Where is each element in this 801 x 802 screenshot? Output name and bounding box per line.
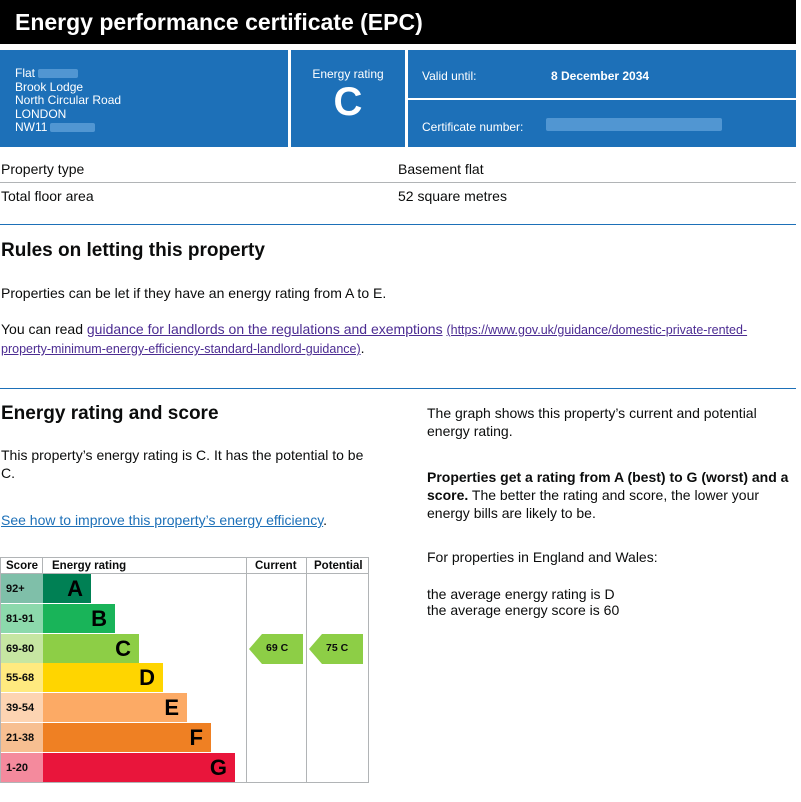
average-rating: the average energy rating is D	[427, 586, 615, 602]
band-row-b: 81-91 B	[1, 603, 115, 633]
guidance-prefix: You can read	[1, 321, 87, 337]
band-score: 39-54	[6, 702, 35, 715]
band-row-d: 55-68 D	[1, 663, 163, 693]
energy-rating-value: C	[333, 80, 363, 124]
guidance-url-a[interactable]: (https://www.gov.uk/guidance/domestic-pr…	[446, 323, 748, 337]
band-bar-d: D	[43, 663, 163, 693]
rating-explanation-rest: The better the rating and score, the low…	[427, 487, 760, 521]
band-score: 21-38	[6, 732, 35, 744]
current-header: Current	[255, 560, 297, 572]
band-score: 55-68	[6, 672, 35, 685]
band-score: 69-80	[6, 642, 35, 655]
band-score: 1-20	[6, 761, 29, 774]
current-rating-arrow-shape	[249, 633, 303, 664]
floor-area-value: 52 square metres	[398, 188, 507, 204]
address-line-4: LONDON	[15, 106, 67, 121]
page-title: Energy performance certificate (EPC)	[0, 0, 796, 44]
band-letter: A	[67, 576, 83, 601]
guidance-url-b[interactable]: property-minimum-energy-efficiency-stand…	[1, 342, 361, 356]
address-line-2: Brook Lodge	[15, 79, 84, 94]
valid-until-panel: Valid until: 8 December 2034	[408, 50, 796, 98]
valid-until-label: Valid until:	[422, 69, 477, 83]
band-bar-e: E	[43, 693, 187, 723]
band-bar-f: F	[43, 723, 211, 752]
address-line-5: NW11	[15, 120, 48, 134]
improve-link-suffix: .	[323, 512, 328, 528]
section-divider	[0, 388, 796, 389]
rating-explanation-bold: Properties get a rating from A (best) to…	[427, 469, 789, 503]
grid-line	[246, 558, 247, 782]
energy-paragraph: This property’s energy rating is C. It h…	[1, 447, 364, 481]
certificate-panel: Certificate number:	[408, 100, 796, 147]
energy-rating-panel: Energy rating C	[291, 50, 405, 147]
letting-heading: Rules on letting this property	[1, 240, 265, 261]
band-score: 92+	[6, 583, 25, 595]
address-panel: Flat Brook Lodge North Circular Road LON…	[0, 50, 288, 147]
valid-until-value: 8 December 2034	[551, 69, 650, 83]
property-type-value: Basement flat	[398, 161, 484, 177]
band-bar-b: B	[43, 603, 115, 633]
band-row-g: 1-20 G	[1, 752, 235, 782]
band-bar-c: C	[43, 633, 139, 663]
guidance-suffix: .	[360, 340, 365, 356]
energy-rating-graph: Score Energy rating Current Potential 92…	[0, 557, 369, 783]
grid-line	[42, 558, 43, 574]
band-letter: F	[189, 725, 203, 750]
redacted-flat-number	[38, 69, 79, 79]
redacted-certificate-number	[546, 118, 722, 131]
band-letter: E	[164, 695, 179, 721]
graph-explanation: The graph shows this property’s current …	[427, 405, 757, 439]
landlord-guidance-link[interactable]: guidance for landlords on the regulation…	[86, 321, 443, 337]
band-letter: C	[115, 635, 131, 661]
band-letter: B	[91, 605, 107, 631]
letting-guidance-paragraph: You can read guidance for landlords on t…	[1, 320, 796, 358]
band-score: 81-91	[6, 612, 35, 625]
band-row-f: 21-38 F	[1, 723, 211, 752]
letting-paragraph: Properties can be let if they have an en…	[1, 285, 387, 301]
section-divider	[0, 224, 796, 225]
certificate-label: Certificate number:	[422, 120, 524, 134]
current-rating-arrow-label: 69 C	[266, 641, 289, 654]
divider	[0, 182, 796, 183]
band-bar-a: A	[43, 574, 91, 603]
potential-header: Potential	[314, 560, 363, 572]
average-score: the average energy score is 60	[427, 602, 620, 618]
property-type-key: Property type	[1, 161, 85, 177]
rating-explanation: Properties get a rating from A (best) to…	[427, 468, 795, 522]
grid-line	[306, 558, 307, 782]
band-row-c: 69-80 C	[1, 633, 139, 663]
region-note: For properties in England and Wales:	[427, 549, 658, 565]
band-row-e: 39-54 E	[1, 693, 187, 723]
grid-line	[1, 573, 368, 574]
energy-rating-label: Energy rating	[312, 67, 384, 81]
potential-rating-arrow-label: 75 C	[326, 641, 349, 654]
band-row-a: 92+ A	[1, 574, 91, 603]
band-letter: G	[209, 754, 227, 780]
energy-rating-header: Energy rating	[52, 560, 127, 572]
score-header: Score	[6, 560, 38, 572]
address-line-3: North Circular Road	[15, 93, 122, 107]
potential-rating-arrow: 75 C	[309, 633, 363, 664]
floor-area-key: Total floor area	[1, 188, 94, 204]
potential-rating-arrow-shape	[309, 633, 363, 664]
improve-efficiency-link[interactable]: See how to improve this property’s energ…	[1, 512, 324, 528]
band-bar-g: G	[43, 752, 235, 782]
improve-link-line: See how to improve this property’s energ…	[1, 511, 327, 529]
redacted-postcode	[50, 123, 96, 133]
band-letter: D	[139, 665, 155, 691]
current-rating-arrow: 69 C	[249, 633, 303, 664]
energy-heading: Energy rating and score	[1, 403, 219, 424]
address-line-1: Flat	[15, 66, 36, 80]
